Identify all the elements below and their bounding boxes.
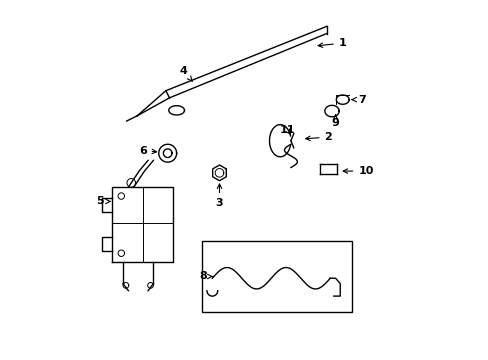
Text: 1: 1 <box>318 38 346 48</box>
Bar <box>201 241 351 312</box>
Text: 3: 3 <box>215 184 223 208</box>
Text: 6: 6 <box>139 146 156 156</box>
Text: 5: 5 <box>96 197 110 206</box>
Text: 7: 7 <box>351 95 366 105</box>
Text: 11: 11 <box>279 125 295 135</box>
Text: 4: 4 <box>180 66 192 81</box>
Text: 2: 2 <box>305 132 332 142</box>
Text: 9: 9 <box>331 115 339 128</box>
Text: 10: 10 <box>343 166 373 176</box>
Text: 8: 8 <box>199 271 212 282</box>
